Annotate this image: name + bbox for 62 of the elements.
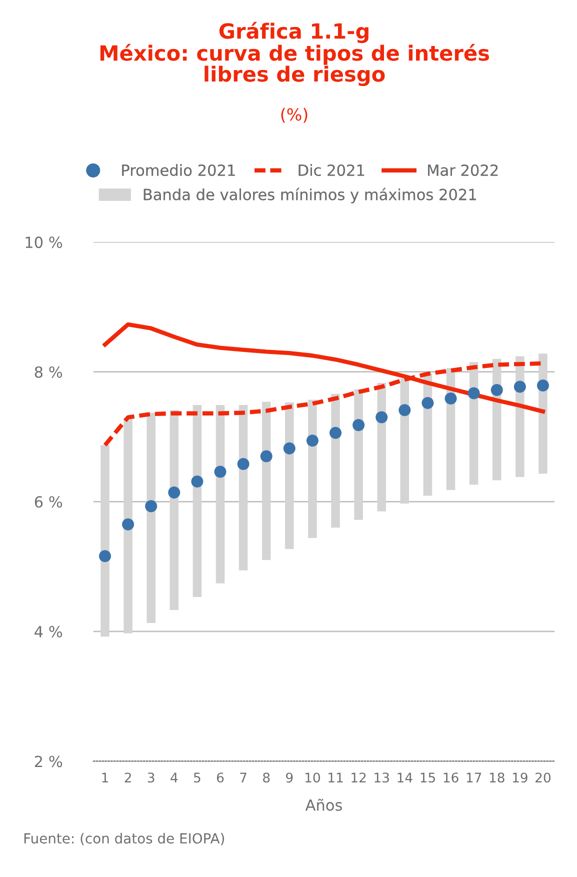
x-tick-label: 19 xyxy=(512,772,528,783)
chart-title: Gráfica 1.1-g México: curva de tipos de interés libres de riesgo xyxy=(100,22,490,86)
legend-label: Dic 2021 xyxy=(298,164,364,176)
x-tick-label: 8 xyxy=(263,772,270,783)
point xyxy=(122,518,134,530)
x-tick-label: 6 xyxy=(216,772,224,783)
y-tick-label: 6 % xyxy=(34,496,62,508)
bar xyxy=(192,404,202,598)
y-tick-label: 4 % xyxy=(34,626,62,638)
y-tick-label: 10 % xyxy=(26,236,62,248)
x-tick-label: 3 xyxy=(148,772,154,783)
bar xyxy=(124,418,132,634)
x-tick-label: 2 xyxy=(124,772,131,782)
y-tick-label: 2 % xyxy=(34,756,62,768)
legend-label: Mar 2022 xyxy=(428,164,498,176)
bar xyxy=(100,445,110,637)
point xyxy=(536,379,549,392)
bar xyxy=(331,394,340,528)
x-tick-label: 9 xyxy=(286,772,293,783)
legend-label: Banda de valores mínimos y máximos 2021 xyxy=(144,188,476,204)
point xyxy=(398,404,411,416)
point xyxy=(260,450,272,462)
x-tick-label: 13 xyxy=(374,772,389,783)
x-tick-label: 14 xyxy=(398,772,412,782)
chart-subtitle: (%) xyxy=(281,108,308,123)
x-tick-label: 11 xyxy=(328,772,343,782)
x-tick-label: 20 xyxy=(536,772,550,783)
x-tick-label: 7 xyxy=(240,772,246,782)
x-tick-label: 12 xyxy=(352,772,366,782)
x-tick-label: 10 xyxy=(306,772,320,783)
x-tick-label: 15 xyxy=(420,772,435,783)
point xyxy=(376,411,388,424)
x-tick-label: 16 xyxy=(444,772,458,783)
point xyxy=(422,396,434,410)
point xyxy=(306,434,318,447)
point xyxy=(237,458,250,470)
x-tick-label: 18 xyxy=(490,772,504,783)
point xyxy=(98,550,112,562)
bar xyxy=(285,402,294,550)
point xyxy=(329,426,342,439)
x-tick-label: 5 xyxy=(194,772,200,783)
point xyxy=(444,392,457,404)
point xyxy=(168,486,180,499)
bar xyxy=(354,389,363,520)
point xyxy=(514,380,526,393)
x-tick-label: 4 xyxy=(170,772,178,782)
source-note: Fuente: (con datos de EIOPA) xyxy=(24,832,224,846)
point xyxy=(145,500,158,512)
point xyxy=(490,384,503,396)
point xyxy=(352,419,365,432)
legend-label: Promedio 2021 xyxy=(122,164,235,176)
bar xyxy=(146,412,156,624)
point xyxy=(283,442,296,454)
x-tick-label: 17 xyxy=(466,772,482,782)
point xyxy=(214,466,226,478)
x-axis-title: Años xyxy=(305,798,342,811)
point xyxy=(468,387,480,400)
y-tick-label: 8 % xyxy=(34,366,62,378)
point xyxy=(191,476,204,488)
bar xyxy=(170,410,179,610)
bar xyxy=(216,404,225,584)
x-tick-label: 1 xyxy=(102,772,108,782)
